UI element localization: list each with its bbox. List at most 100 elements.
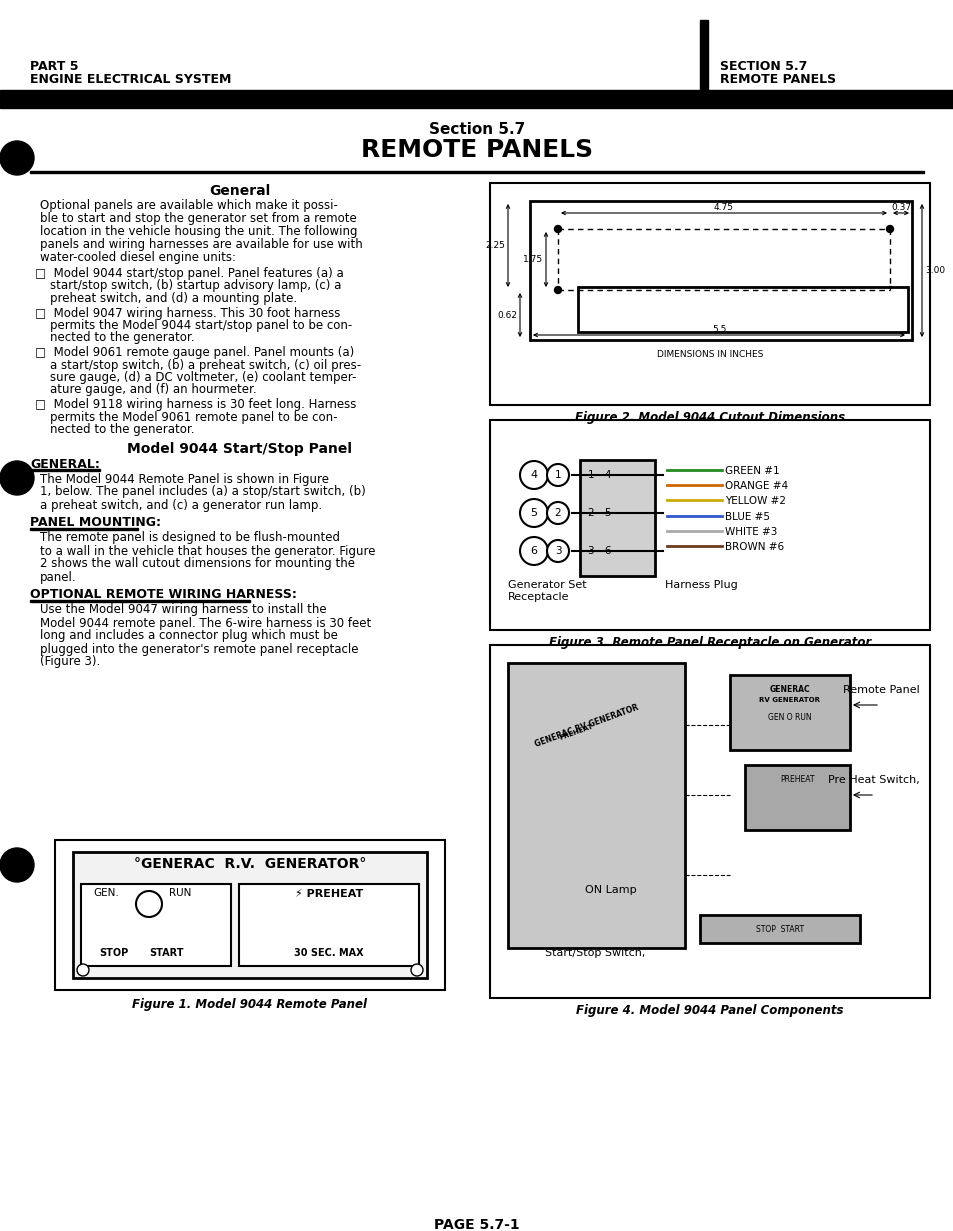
Text: PART 5: PART 5 <box>30 60 78 73</box>
Text: PANEL MOUNTING:: PANEL MOUNTING: <box>30 517 161 529</box>
Circle shape <box>546 540 568 563</box>
Text: Model 9044 remote panel. The 6-wire harness is 30 feet: Model 9044 remote panel. The 6-wire harn… <box>40 617 371 629</box>
Text: STOP: STOP <box>99 948 128 958</box>
Text: Use the Model 9047 wiring harness to install the: Use the Model 9047 wiring harness to ins… <box>40 603 326 617</box>
Text: permits the Model 9061 remote panel to be con-: permits the Model 9061 remote panel to b… <box>35 410 337 423</box>
Text: 2: 2 <box>554 508 560 518</box>
Text: □  Model 9047 wiring harness. This 30 foot harness: □ Model 9047 wiring harness. This 30 foo… <box>35 307 340 320</box>
Bar <box>30 469 100 470</box>
Bar <box>0 90 953 108</box>
Text: panel.: panel. <box>40 570 76 583</box>
Text: GENERAC RV GENERATOR: GENERAC RV GENERATOR <box>533 703 639 748</box>
Text: Harness Plug: Harness Plug <box>664 580 737 590</box>
Text: □  Model 9061 remote gauge panel. Panel mounts (a): □ Model 9061 remote gauge panel. Panel m… <box>35 346 354 359</box>
Bar <box>579 460 655 576</box>
Circle shape <box>0 848 34 881</box>
Text: 5.5: 5.5 <box>711 325 725 334</box>
Text: STOP  START: STOP START <box>755 924 803 934</box>
Circle shape <box>0 142 34 175</box>
Text: GREEN #1: GREEN #1 <box>724 467 779 476</box>
Circle shape <box>519 460 547 489</box>
Bar <box>729 675 849 750</box>
Text: water-cooled diesel engine units:: water-cooled diesel engine units: <box>40 251 235 263</box>
Bar <box>578 287 907 332</box>
Circle shape <box>519 499 547 527</box>
Text: REMOTE PANELS: REMOTE PANELS <box>720 73 835 86</box>
Text: The Model 9044 Remote Panel is shown in Figure: The Model 9044 Remote Panel is shown in … <box>40 473 329 485</box>
Bar <box>30 528 138 529</box>
Circle shape <box>546 464 568 486</box>
Text: RV GENERATOR: RV GENERATOR <box>759 697 820 703</box>
Text: REMOTE PANELS: REMOTE PANELS <box>360 138 593 162</box>
Text: GEN O RUN: GEN O RUN <box>767 713 811 723</box>
Circle shape <box>77 964 89 976</box>
Text: PREHEAT: PREHEAT <box>780 776 814 784</box>
Text: ⚡ PREHEAT: ⚡ PREHEAT <box>294 889 363 899</box>
Text: Model 9044 Start/Stop Panel: Model 9044 Start/Stop Panel <box>128 442 352 455</box>
Text: permits the Model 9044 start/stop panel to be con-: permits the Model 9044 start/stop panel … <box>35 319 352 332</box>
Text: 1.75: 1.75 <box>522 255 542 263</box>
Text: RUN: RUN <box>169 888 192 897</box>
Text: Start/Stop Switch,: Start/Stop Switch, <box>544 948 644 958</box>
Text: long and includes a connector plug which must be: long and includes a connector plug which… <box>40 629 337 643</box>
Text: to a wall in the vehicle that houses the generator. Figure: to a wall in the vehicle that houses the… <box>40 544 375 558</box>
Text: General: General <box>209 183 271 198</box>
Bar <box>490 645 929 998</box>
Text: Figure 1. Model 9044 Remote Panel: Figure 1. Model 9044 Remote Panel <box>132 998 367 1011</box>
Circle shape <box>0 460 34 495</box>
Text: PREHEAT: PREHEAT <box>558 723 594 741</box>
Bar <box>507 664 684 948</box>
Text: ON Lamp: ON Lamp <box>584 885 636 895</box>
Bar <box>700 915 859 943</box>
Text: 2.25: 2.25 <box>485 241 504 250</box>
Bar <box>490 183 929 405</box>
Text: 1: 1 <box>554 470 560 480</box>
Text: 1, below. The panel includes (a) a stop/start switch, (b): 1, below. The panel includes (a) a stop/… <box>40 485 365 499</box>
Text: Optional panels are available which make it possi-: Optional panels are available which make… <box>40 199 337 212</box>
Text: 3: 3 <box>554 547 560 556</box>
Circle shape <box>885 287 893 293</box>
Text: 4.75: 4.75 <box>713 203 733 212</box>
Bar <box>81 884 231 966</box>
Text: 30 SEC. MAX: 30 SEC. MAX <box>294 948 363 958</box>
Text: °GENERAC  R.V.  GENERATOR°: °GENERAC R.V. GENERATOR° <box>133 857 366 872</box>
Circle shape <box>546 502 568 524</box>
Text: 4: 4 <box>530 470 537 480</box>
Text: GEN.: GEN. <box>92 888 118 897</box>
Text: BLUE #5: BLUE #5 <box>724 512 769 522</box>
Text: GENERAL:: GENERAL: <box>30 458 100 470</box>
Text: ORANGE #4: ORANGE #4 <box>724 481 787 491</box>
Text: OPTIONAL REMOTE WIRING HARNESS:: OPTIONAL REMOTE WIRING HARNESS: <box>30 588 296 602</box>
Text: 1 - 4: 1 - 4 <box>587 470 611 480</box>
Text: WHITE #3: WHITE #3 <box>724 527 777 537</box>
Text: ENGINE ELECTRICAL SYSTEM: ENGINE ELECTRICAL SYSTEM <box>30 73 232 86</box>
Text: a start/stop switch, (b) a preheat switch, (c) oil pres-: a start/stop switch, (b) a preheat switc… <box>35 358 361 372</box>
Text: GENERAC: GENERAC <box>769 684 809 694</box>
Text: panels and wiring harnesses are available for use with: panels and wiring harnesses are availabl… <box>40 238 362 251</box>
Text: ble to start and stop the generator set from a remote: ble to start and stop the generator set … <box>40 212 356 225</box>
Text: 3.00: 3.00 <box>924 266 944 275</box>
Text: □  Model 9118 wiring harness is 30 feet long. Harness: □ Model 9118 wiring harness is 30 feet l… <box>35 398 356 411</box>
Text: BROWN #6: BROWN #6 <box>724 542 783 551</box>
Text: plugged into the generator's remote panel receptacle: plugged into the generator's remote pane… <box>40 643 358 655</box>
Text: nected to the generator.: nected to the generator. <box>35 423 194 436</box>
Bar <box>530 201 911 340</box>
Circle shape <box>554 287 561 293</box>
Bar <box>30 171 923 174</box>
Text: 3 - 6: 3 - 6 <box>587 547 611 556</box>
Text: preheat switch, and (d) a mounting plate.: preheat switch, and (d) a mounting plate… <box>35 292 296 305</box>
Text: (Figure 3).: (Figure 3). <box>40 655 100 668</box>
Text: Figure 2. Model 9044 Cutout Dimensions: Figure 2. Model 9044 Cutout Dimensions <box>575 411 844 423</box>
Bar <box>239 884 418 966</box>
Text: 2 shows the wall cutout dimensions for mounting the: 2 shows the wall cutout dimensions for m… <box>40 558 355 570</box>
Text: nected to the generator.: nected to the generator. <box>35 331 194 345</box>
Text: Figure 3. Remote Panel Receptacle on Generator: Figure 3. Remote Panel Receptacle on Gen… <box>548 636 870 649</box>
Text: a preheat switch, and (c) a generator run lamp.: a preheat switch, and (c) a generator ru… <box>40 499 322 512</box>
Text: 0.37: 0.37 <box>890 203 910 212</box>
Text: □  Model 9044 start/stop panel. Panel features (a) a: □ Model 9044 start/stop panel. Panel fea… <box>35 267 343 279</box>
Text: ature gauge, and (f) an hourmeter.: ature gauge, and (f) an hourmeter. <box>35 384 256 396</box>
Text: YELLOW #2: YELLOW #2 <box>724 496 785 506</box>
Circle shape <box>885 225 893 233</box>
Bar <box>55 840 444 990</box>
Text: Section 5.7: Section 5.7 <box>429 122 524 137</box>
